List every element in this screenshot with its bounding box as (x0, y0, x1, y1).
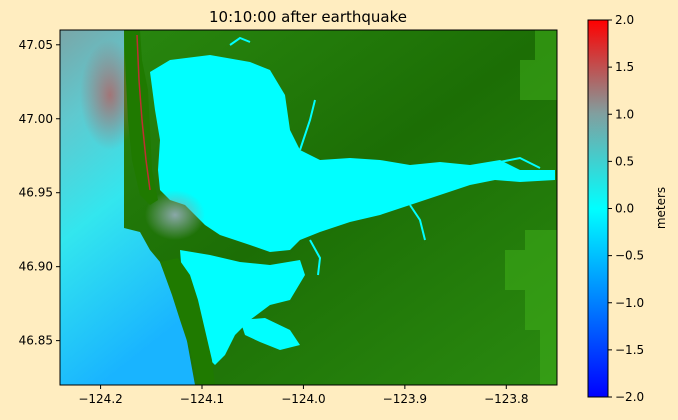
colorbar-tick-label: −0.5 (615, 249, 644, 263)
bay-water (150, 55, 555, 252)
x-tick-label: −124.0 (281, 392, 325, 406)
south-channel-water (240, 318, 300, 350)
x-tick-label: −123.9 (383, 392, 427, 406)
y-axis: 47.05 47.00 46.95 46.90 46.85 (19, 38, 60, 348)
map-plot (60, 30, 557, 385)
y-tick-label: 47.05 (19, 38, 53, 52)
river-inlets (229, 36, 541, 276)
chart-title: 10:10:00 after earthquake (209, 8, 407, 26)
colorbar-ticks: 2.0 1.5 1.0 0.5 0.0 −0.5 −1.0 −1.5 −2.0 (608, 13, 644, 404)
y-tick-label: 47.00 (19, 112, 53, 126)
colorbar-tick-label: −1.0 (615, 296, 644, 310)
north-spit (124, 30, 158, 205)
x-tick-label: −124.2 (78, 392, 122, 406)
spit-red-line (136, 34, 151, 191)
colorbar-gradient (587, 19, 609, 398)
colorbar-label: meters (654, 187, 668, 229)
land-highlight (505, 30, 557, 385)
x-tick-label: −123.8 (484, 392, 528, 406)
south-spit (160, 258, 215, 385)
bay-entrance-surge (145, 190, 205, 240)
colorbar-tick-label: 1.0 (615, 107, 634, 121)
colorbar-tick-label: −1.5 (615, 343, 644, 357)
x-axis: −124.2 −124.1 −124.0 −123.9 −123.8 (78, 385, 528, 406)
plot-frame (59, 29, 558, 386)
colorbar-tick-label: 1.5 (615, 60, 634, 74)
colorbar-tick-label: 0.0 (615, 202, 634, 216)
y-tick-label: 46.85 (19, 334, 53, 348)
colorbar-tick-label: −2.0 (615, 390, 644, 404)
y-tick-label: 46.95 (19, 186, 53, 200)
y-tick-label: 46.90 (19, 260, 53, 274)
x-tick-label: −124.1 (180, 392, 224, 406)
south-bay-water (180, 250, 305, 365)
colorbar-tick-label: 0.5 (615, 154, 634, 168)
colorbar: 2.0 1.5 1.0 0.5 0.0 −0.5 −1.0 −1.5 −2.0 meters (587, 13, 668, 404)
colorbar-tick-label: 2.0 (615, 13, 634, 27)
